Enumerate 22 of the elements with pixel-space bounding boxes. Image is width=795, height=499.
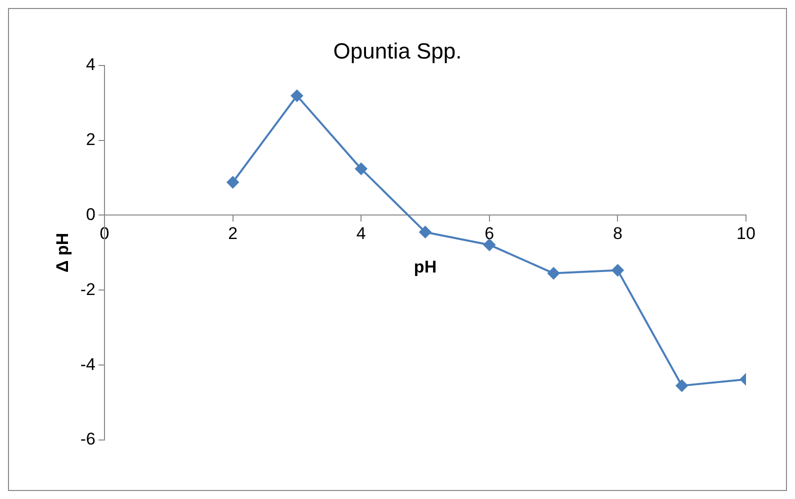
x-tick-label: 8 — [612, 224, 622, 244]
x-tick-label: 2 — [228, 224, 238, 244]
y-tick-label: -6 — [80, 430, 96, 449]
point — [676, 380, 688, 392]
x-axis-title: pH — [414, 258, 437, 277]
point — [548, 267, 560, 280]
y-tick-label: -2 — [80, 280, 96, 299]
point — [419, 226, 432, 238]
point — [612, 264, 624, 276]
point — [355, 162, 368, 175]
chart-title: Opuntia Spp. — [333, 38, 462, 64]
point — [290, 90, 303, 102]
x-tick-label: 4 — [356, 224, 366, 244]
y-tick-label: 4 — [86, 55, 96, 74]
x-tick-label: 6 — [484, 224, 494, 244]
x-tick-label: 10 — [736, 224, 756, 244]
y-tick-label: 0 — [86, 204, 96, 224]
point — [226, 176, 239, 188]
point — [483, 238, 496, 251]
y-tick-label: -4 — [80, 354, 96, 374]
y-tick-label: 2 — [86, 130, 96, 150]
y-axis-title: Δ pH — [52, 232, 72, 273]
